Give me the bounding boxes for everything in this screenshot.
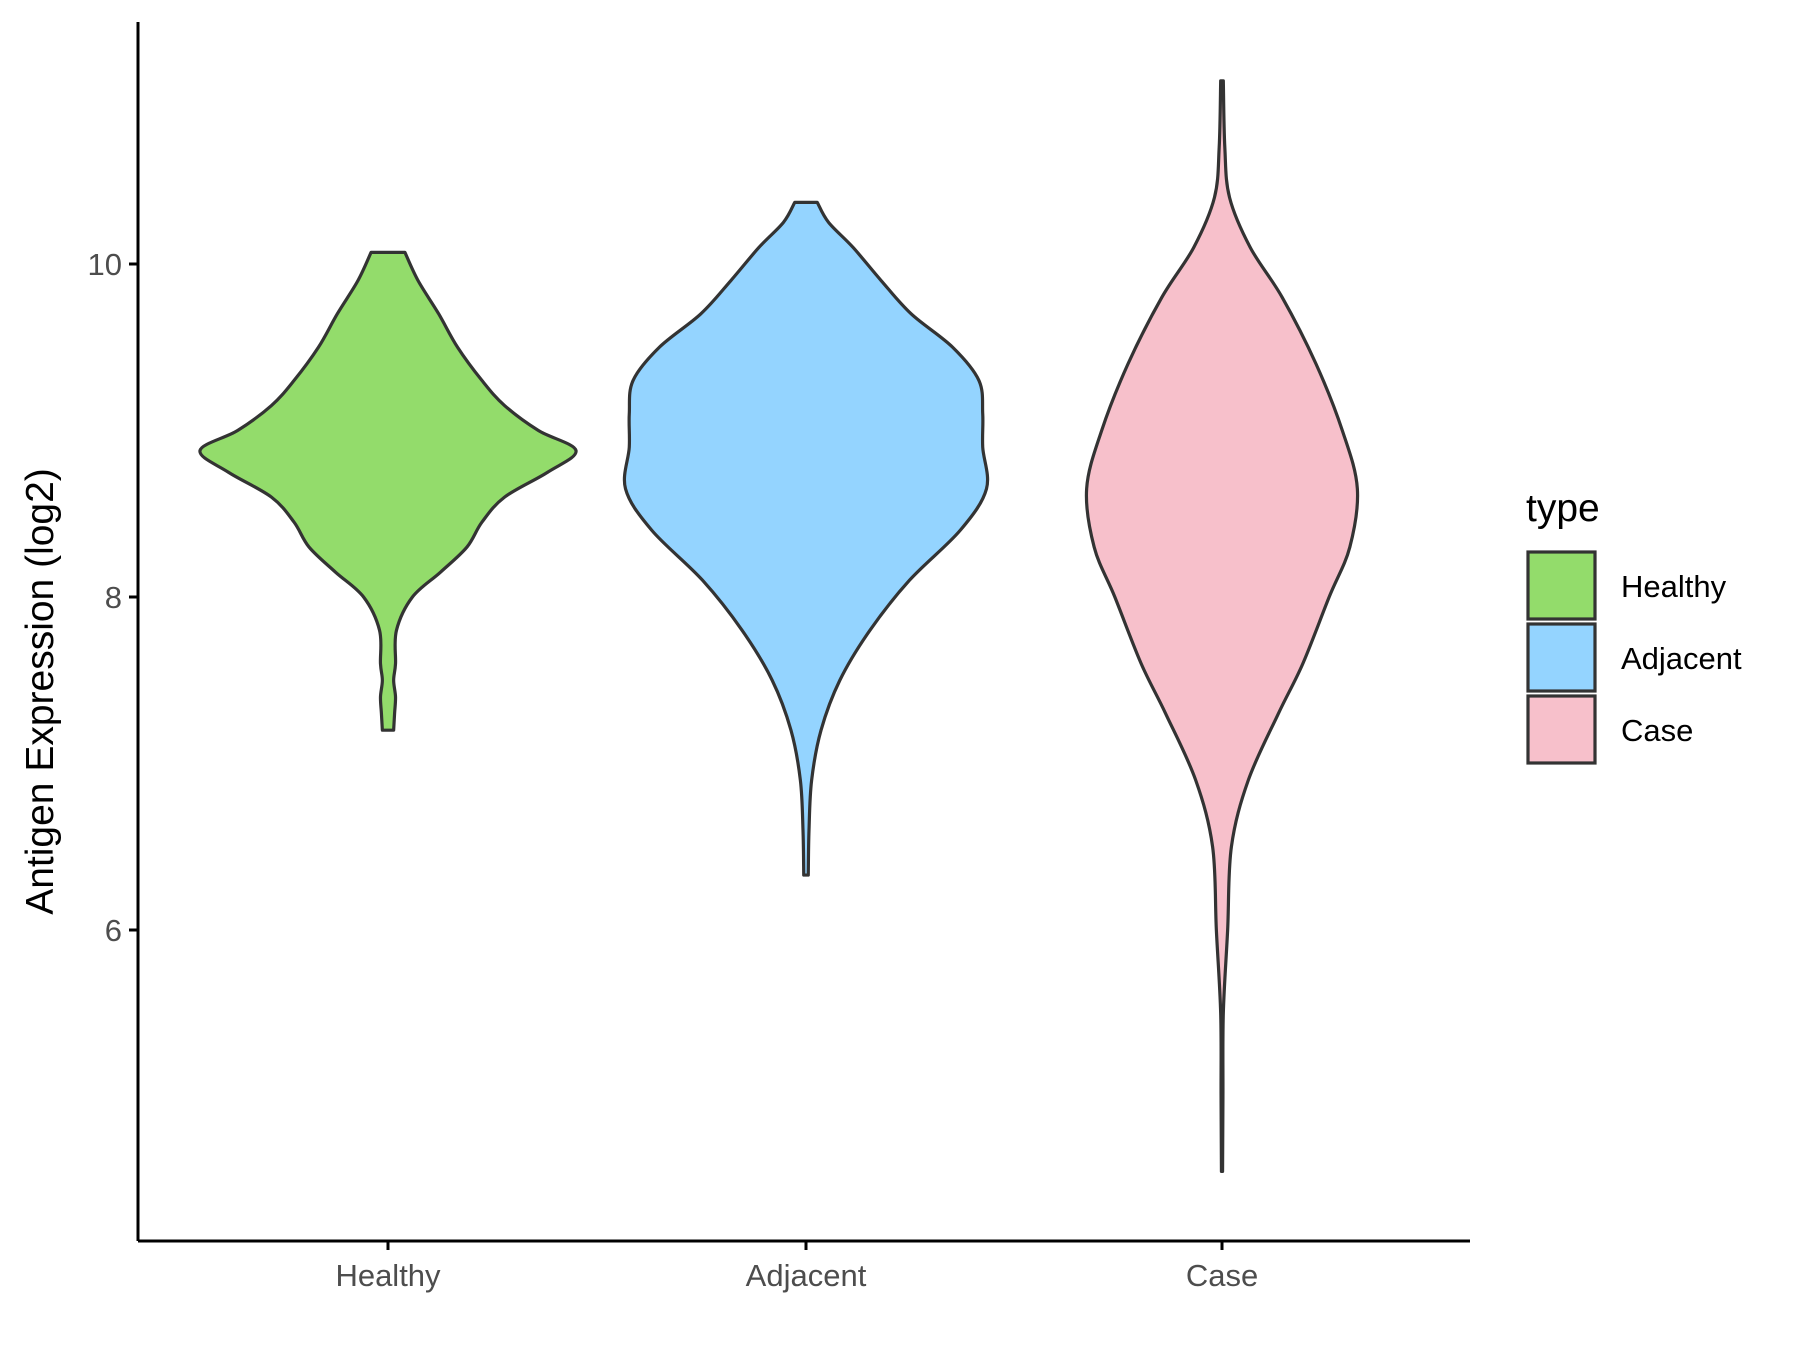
x-tick-label: Healthy: [335, 1258, 441, 1293]
legend-key-healthy: [1526, 550, 1597, 621]
y-tick-label: 8: [105, 580, 122, 615]
y-tick-label: 6: [105, 913, 122, 948]
y-tick-label: 10: [88, 247, 122, 282]
legend-label-healthy: Healthy: [1621, 569, 1727, 604]
y-axis-ticks: 6 8 10: [88, 247, 138, 948]
legend-items: Healthy Adjacent Case: [1526, 550, 1742, 765]
violin-healthy: [198, 250, 578, 732]
violin-case: [1084, 79, 1360, 1174]
violins: [198, 79, 1360, 1174]
violin-adjacent: [622, 200, 990, 877]
legend-key-case: [1526, 694, 1597, 765]
legend-label-adjacent: Adjacent: [1621, 641, 1742, 676]
legend: type Healthy Adjacent Case: [1526, 487, 1742, 765]
legend-key-adjacent: [1526, 622, 1597, 693]
legend-title: type: [1526, 487, 1600, 530]
x-tick-label: Case: [1186, 1258, 1258, 1293]
x-tick-label: Adjacent: [746, 1258, 867, 1293]
legend-label-case: Case: [1621, 713, 1693, 748]
x-axis-ticks: Healthy Adjacent Case: [335, 1241, 1258, 1293]
y-axis-title: Antigen Expression (log2): [19, 468, 62, 915]
